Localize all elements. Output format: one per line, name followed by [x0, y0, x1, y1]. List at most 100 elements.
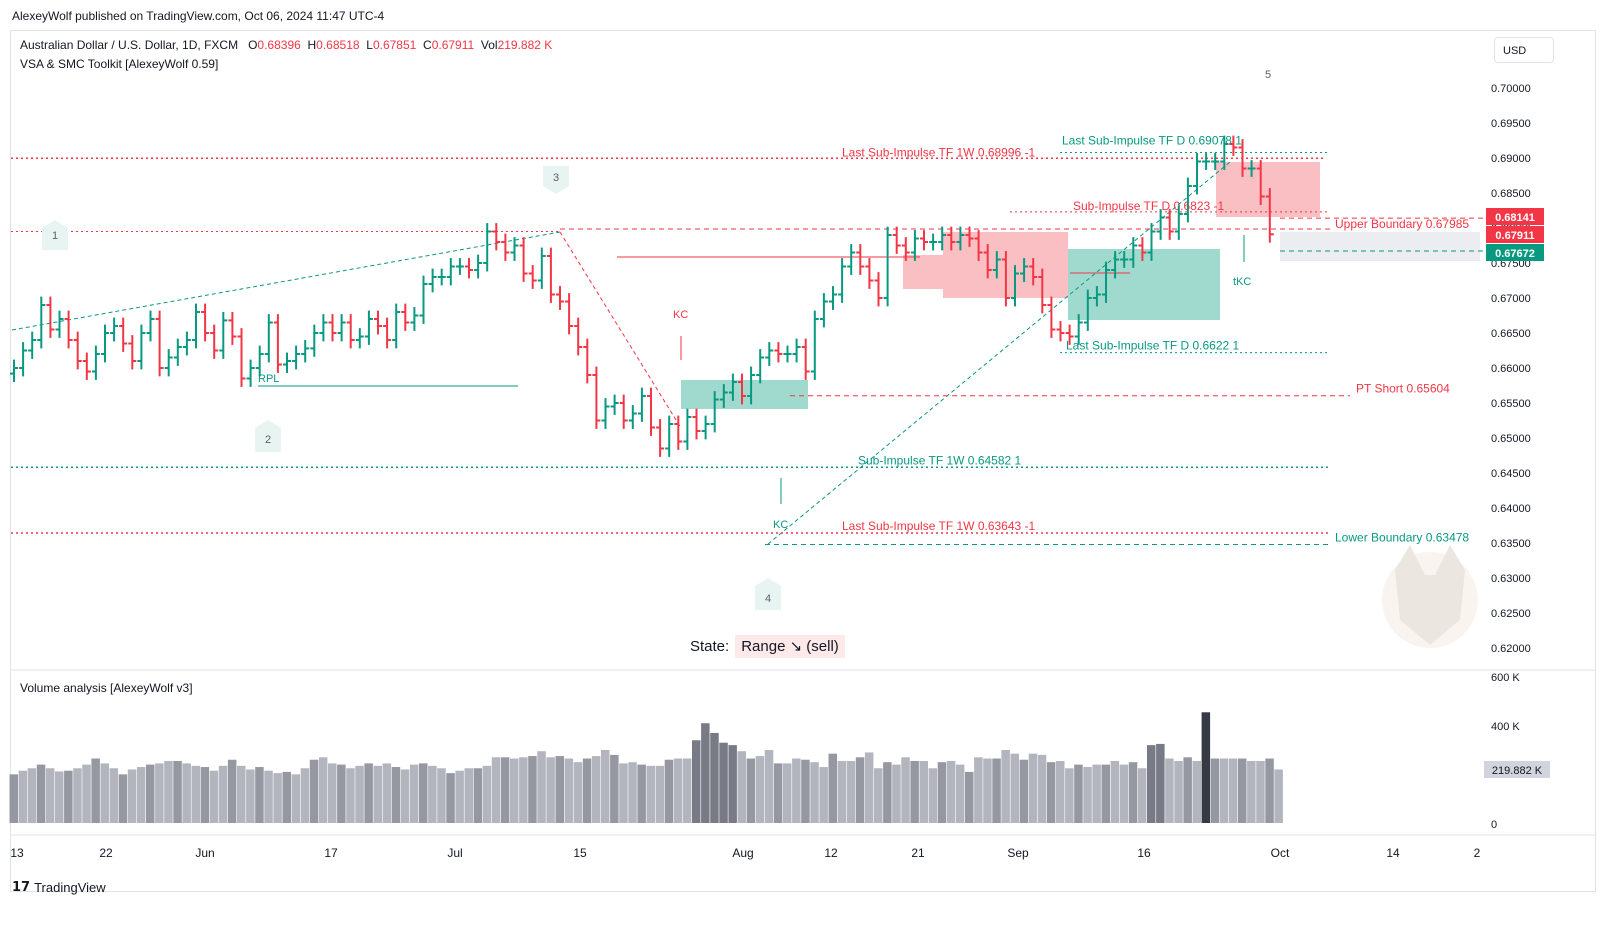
ohlc-bar [692, 408, 701, 440]
time-tick-label: 14 [1386, 846, 1400, 860]
ohlc-bar [783, 345, 792, 363]
volume-bar [1010, 753, 1019, 823]
ohlc-bar [210, 324, 219, 359]
wave-label-4: 4 [755, 578, 781, 610]
time-tick-label: Sep [1007, 846, 1029, 860]
volume-bar [992, 758, 1001, 823]
volume-bar [318, 757, 328, 823]
volume-bar [118, 774, 128, 823]
volume-bar [1265, 758, 1274, 823]
volume-bar [64, 770, 73, 823]
chart-frame [10, 30, 1596, 892]
time-tick-label: 12 [824, 846, 838, 860]
ohlc-bar [146, 310, 155, 342]
volume-bar [273, 773, 282, 823]
price-tick-label: 0.64000 [1491, 503, 1531, 515]
volume-bar [237, 765, 246, 823]
volume-bar [1046, 762, 1056, 823]
time-tick-label: Aug [732, 846, 753, 860]
tradingview-brand[interactable]: 17 TradingView [12, 880, 106, 895]
volume-bar [391, 767, 401, 823]
ohlc-low: L0.67851 [366, 38, 417, 52]
ohlc-bar [992, 251, 1001, 279]
volume-badge-text: 219.882 K [1492, 765, 1543, 777]
volume-bar [555, 756, 564, 823]
volume-bar [364, 763, 373, 823]
volume-bar [510, 758, 519, 823]
ohlc-bar [1165, 209, 1174, 240]
currency-button[interactable]: USD [1494, 37, 1554, 63]
ohlc-bar [1120, 251, 1129, 268]
ohlc-bar [228, 312, 237, 345]
volume-bar [82, 764, 91, 823]
volume-bar [519, 757, 528, 823]
volume-bar [109, 768, 119, 823]
ohlc-bar [1256, 160, 1265, 205]
ohlc-bar [1056, 321, 1065, 342]
ohlc-bar [701, 415, 710, 440]
ohlc-bar [301, 340, 310, 363]
ohlc-bar [474, 254, 483, 279]
ohlc-bar [437, 268, 446, 286]
volume-bar [309, 759, 319, 823]
volume-bar [673, 758, 683, 823]
ohlc-bar [46, 296, 55, 338]
price-axis[interactable]: 0.700000.695000.690000.685000.680000.675… [1491, 83, 1531, 655]
level-label: Last Sub-Impulse TF D 0.69078 1 [1062, 134, 1242, 148]
wave-label-1: 1 [42, 220, 68, 250]
volume-bar [1183, 757, 1192, 823]
volume-bar [473, 768, 483, 823]
symbol-title[interactable]: Australian Dollar / U.S. Dollar, 1D, FXC… [20, 38, 239, 52]
ohlc-bar [1102, 261, 1110, 303]
demand-zone-sep [1068, 249, 1220, 320]
volume-bar [710, 732, 719, 823]
wave-label-3: 3 [543, 166, 569, 194]
volume-bar [428, 765, 437, 823]
ohlc-open: O0.68396 [248, 38, 301, 52]
volume-bar [218, 765, 228, 823]
volume-bar [191, 765, 200, 823]
tradingview-name: TradingView [34, 880, 106, 895]
volume-bar [537, 751, 546, 823]
ohlc-bar [492, 223, 501, 251]
volume-bar [546, 757, 555, 823]
ohlc-bar [337, 314, 346, 342]
volume-bar [783, 763, 792, 823]
ohlc-bar [1193, 153, 1201, 195]
price-badge-upper: 0.68141 [1486, 208, 1544, 225]
volume-bar [1165, 758, 1174, 823]
volume-bar [291, 774, 301, 823]
ohlc-bar [865, 258, 874, 289]
volume-tick-label: 0 [1491, 819, 1497, 831]
level-label: Sub-Impulse TF D 0.6823 -1 [1073, 199, 1225, 213]
ohlc-bar [255, 345, 264, 377]
wave-label-3-text: 3 [553, 172, 559, 184]
volume-bar [1056, 760, 1065, 823]
price-tick-label: 0.66500 [1491, 328, 1531, 340]
rpl-label: RPL [258, 373, 279, 385]
ohlc-bar [674, 415, 683, 450]
ohlc-bar [1038, 268, 1047, 314]
ohlc-bar [983, 244, 992, 279]
ohlc-bar [583, 338, 592, 384]
volume-bar [1119, 764, 1129, 823]
indicator-legend-main[interactable]: VSA & SMC Toolkit [AlexeyWolf 0.59] [20, 57, 219, 71]
volume-bar [855, 757, 865, 823]
level-label: Sub-Impulse TF 1W 0.64582 1 [858, 453, 1022, 467]
level-label: Upper Boundary 0.67985 [1335, 217, 1469, 231]
ohlc-bar [901, 237, 910, 261]
indicator-legend-volume[interactable]: Volume analysis [AlexeyWolf v3] [20, 681, 193, 695]
volume-bar [100, 763, 109, 823]
volume-bar [55, 771, 64, 823]
state-label: State: [690, 638, 730, 655]
ohlc-bar [137, 324, 146, 370]
volume-bar [1274, 769, 1283, 823]
volume-bar [255, 767, 264, 823]
ohlc-bar [683, 408, 692, 450]
volume-bar [637, 764, 646, 823]
volume-bar [701, 723, 710, 823]
ohlc-bar [28, 331, 37, 359]
ohlc-bar [929, 233, 938, 251]
time-axis[interactable]: 13 22 Jun 17 Jul 15 Aug 12 21 Sep 16 Oct 14 2 [10, 846, 1480, 860]
